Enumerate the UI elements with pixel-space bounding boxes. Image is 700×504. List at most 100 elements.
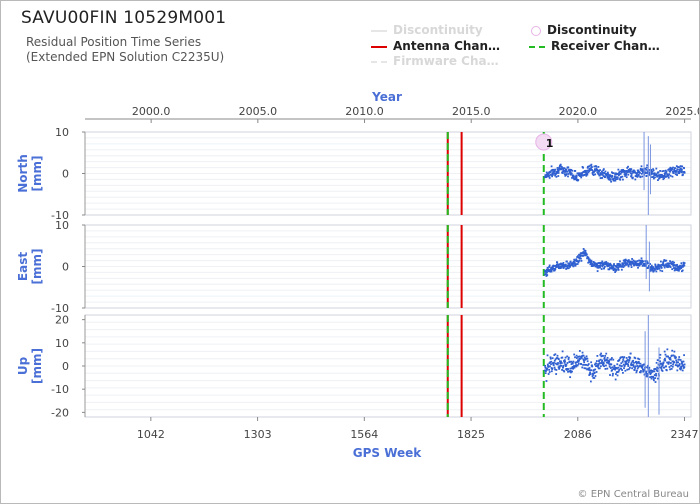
data-point bbox=[657, 265, 660, 267]
data-point bbox=[589, 373, 592, 376]
data-point bbox=[574, 356, 576, 359]
data-point bbox=[640, 168, 643, 171]
data-point bbox=[578, 359, 580, 362]
data-point bbox=[612, 172, 615, 175]
data-point bbox=[637, 266, 639, 269]
data-point bbox=[631, 258, 633, 260]
data-point bbox=[556, 172, 558, 175]
data-point bbox=[571, 169, 574, 172]
data-point bbox=[665, 170, 668, 173]
data-point bbox=[664, 260, 667, 262]
data-point bbox=[607, 263, 610, 265]
legend-item-discontinuity-marker[interactable]: Discontinuity bbox=[529, 23, 637, 37]
data-point bbox=[676, 263, 678, 266]
data-point bbox=[579, 255, 582, 258]
data-point bbox=[658, 267, 661, 269]
data-point bbox=[665, 369, 668, 372]
data-point bbox=[545, 380, 548, 382]
data-point bbox=[549, 361, 552, 364]
data-point bbox=[576, 172, 579, 175]
data-point bbox=[553, 170, 556, 173]
green-dashed-line-icon bbox=[529, 45, 545, 48]
data-point bbox=[582, 358, 585, 361]
credit-text: © EPN Central Bureau bbox=[577, 489, 689, 500]
data-point bbox=[639, 365, 642, 367]
data-point bbox=[583, 249, 586, 252]
data-point bbox=[641, 365, 644, 368]
data-point bbox=[564, 174, 567, 177]
data-point bbox=[656, 359, 659, 362]
data-point bbox=[582, 359, 585, 362]
data-point bbox=[629, 170, 632, 172]
data-point bbox=[671, 260, 674, 263]
data-point bbox=[672, 172, 675, 174]
data-point bbox=[682, 360, 685, 363]
data-point bbox=[665, 171, 667, 174]
data-point bbox=[620, 169, 623, 171]
data-point bbox=[644, 172, 647, 174]
data-point bbox=[591, 365, 594, 368]
data-point bbox=[628, 170, 631, 173]
data-point bbox=[641, 175, 644, 178]
data-point bbox=[619, 356, 622, 359]
data-point bbox=[627, 365, 630, 367]
data-point bbox=[616, 367, 618, 370]
data-point bbox=[637, 174, 640, 177]
legend-item-discontinuity-line[interactable]: Discontinuity bbox=[371, 23, 483, 37]
data-point bbox=[663, 350, 666, 353]
data-point bbox=[623, 367, 625, 370]
data-point bbox=[656, 268, 659, 271]
data-point bbox=[633, 170, 636, 173]
data-point bbox=[559, 164, 562, 167]
data-point bbox=[601, 177, 604, 179]
data-point bbox=[638, 259, 640, 262]
data-point bbox=[648, 371, 651, 374]
data-point bbox=[550, 360, 553, 363]
data-point bbox=[574, 170, 577, 172]
data-point bbox=[656, 366, 659, 369]
data-point bbox=[595, 262, 598, 265]
y-tick-label: 0 bbox=[62, 261, 69, 274]
data-point bbox=[625, 172, 628, 175]
data-point bbox=[667, 362, 670, 365]
data-point bbox=[612, 372, 614, 375]
data-point bbox=[669, 260, 671, 263]
data-point bbox=[603, 357, 606, 360]
data-point bbox=[675, 361, 678, 364]
data-point bbox=[594, 173, 597, 176]
data-point bbox=[682, 263, 685, 266]
data-point bbox=[633, 369, 636, 371]
data-point bbox=[621, 175, 624, 178]
data-point bbox=[586, 368, 589, 371]
data-point bbox=[581, 252, 584, 255]
legend-item-antenna-change[interactable]: Antenna Chan… bbox=[371, 39, 500, 53]
data-point bbox=[604, 354, 607, 357]
data-point bbox=[675, 359, 678, 362]
data-point bbox=[573, 177, 575, 179]
data-point bbox=[590, 259, 593, 262]
y-tick-label: 0 bbox=[62, 168, 69, 181]
data-point bbox=[667, 266, 669, 269]
data-point bbox=[559, 263, 561, 266]
data-point bbox=[577, 360, 580, 363]
data-point bbox=[574, 178, 577, 181]
data-point bbox=[605, 352, 608, 355]
data-point bbox=[562, 168, 565, 171]
y-axis-label-north: North bbox=[16, 154, 30, 192]
data-point bbox=[566, 355, 569, 358]
station-title: SAVU00FIN 10529M001 bbox=[21, 8, 227, 28]
data-point bbox=[657, 171, 660, 174]
data-point bbox=[673, 350, 676, 353]
data-point bbox=[657, 264, 660, 266]
data-point bbox=[634, 178, 637, 181]
data-point bbox=[550, 165, 553, 168]
data-point bbox=[660, 266, 663, 269]
data-point bbox=[622, 264, 625, 266]
data-point bbox=[620, 268, 623, 271]
legend-item-receiver-change[interactable]: Receiver Chan… bbox=[529, 39, 660, 53]
legend-item-firmware-change[interactable]: Firmware Cha… bbox=[371, 54, 499, 68]
data-point bbox=[567, 166, 570, 169]
data-point bbox=[653, 374, 656, 376]
x-bottom-tick-label: 1825 bbox=[457, 428, 485, 441]
data-point bbox=[564, 263, 567, 266]
